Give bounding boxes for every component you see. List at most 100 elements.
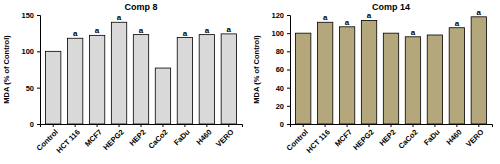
x-tick-mark [228,124,229,127]
y-tick-label: 100 [271,29,284,38]
y-tick-mark [287,70,290,71]
x-tick: VERO [464,124,486,149]
annotation: a [95,26,100,35]
x-tick-label: FaDu [422,127,442,147]
x-tick-label: HEPG2 [351,128,375,152]
plot: 050100150ControlHCT 116MCF7HEPG2HEP2CaCo… [21,11,242,155]
x-tick: MCF7 [333,124,354,148]
x-tick-label: H460 [195,128,214,147]
x-tick-mark [97,124,98,127]
bar [361,20,376,124]
y-tick: 100 [21,47,40,56]
annotation: a [183,29,188,38]
bar [405,37,420,124]
y-tick: 60 [276,65,290,74]
x-tick: H460 [445,124,464,147]
bar [177,38,192,124]
annotations: aaaaaa [323,8,482,37]
y-tick-label: 0 [280,120,284,129]
panel: 050100150ControlHCT 116MCF7HEPG2HEP2CaCo… [2,2,243,155]
y-tick-label: 80 [276,47,284,56]
x-tick-mark [369,124,370,127]
y-axis: 0 50 100 150 [21,11,40,129]
y-axis-title: MDA (% of Control) [252,35,261,104]
x-tick-mark [184,124,185,127]
bar [45,51,60,124]
bar [221,34,236,124]
y-tick-mark [37,51,40,52]
annotation: a [345,18,350,27]
y-tick-mark [287,124,290,125]
y-tick-mark [37,15,40,16]
y-tick-mark [37,88,40,89]
x-tick-mark [162,124,163,127]
y-axis-line [37,16,41,125]
x-tick: HEP2 [127,124,147,148]
y-tick: 0 [30,120,40,129]
y-axis: 0 20 40 60 80 100 120 [271,11,290,129]
bar [155,68,170,124]
y-tick: 100 [271,29,290,38]
bar [295,33,310,124]
x-tick: HEPG2 [101,124,125,152]
bar [427,35,442,124]
x-axis-line [41,125,243,128]
annotation: a [139,26,144,35]
x-tick-mark [434,124,435,127]
x-tick: H460 [195,124,214,147]
x-tick-mark [478,124,479,127]
y-tick: 20 [276,102,290,111]
x-tick-mark [325,124,326,127]
x-tick: CaCo2 [397,124,420,151]
annotation: a [323,13,328,22]
y-tick-label: 50 [26,84,34,93]
x-tick-mark [412,124,413,127]
x-tick-mark [303,124,304,127]
x-tick: HCT 116 [55,124,82,155]
x-tick-label: HEPG2 [101,128,125,152]
x-tick: HEPG2 [351,124,375,152]
x-tick-label: HEP2 [127,128,147,148]
x-axis: ControlHCT 116MCF7HEPG2HEP2CaCo2FaDuH460… [285,124,493,155]
bar [339,27,354,124]
x-tick-label: CaCo2 [147,128,170,151]
y-tick-label: 120 [271,11,284,20]
title: Comp 8 [124,2,157,12]
y-tick: 120 [271,11,290,20]
y-tick: 150 [21,11,40,20]
annotation: a [411,28,416,37]
bar [67,38,82,124]
x-tick: FaDu [422,124,442,147]
x-tick-mark [391,124,392,127]
annotation: a [117,13,122,22]
y-tick-mark [37,124,40,125]
annotation: a [227,25,232,34]
bars [295,17,486,124]
y-tick-label: 150 [21,11,34,20]
x-tick-label: CaCo2 [397,128,420,151]
plot: 0 20 40 60 80 100 120 ControlHCT 116MCF7HEPG2HE… [271,8,492,155]
y-tick: 50 [26,84,40,93]
y-tick-label: 40 [276,84,284,93]
y-tick-mark [287,106,290,107]
panel: 0 20 40 60 80 100 120 ControlHCT 116MCF7HEPG2HE… [252,2,493,155]
y-tick: 0 [280,120,290,129]
x-tick: HEP2 [377,124,397,148]
x-tick: VERO [214,124,236,149]
bar [111,22,126,124]
y-tick-label: 0 [30,120,34,129]
annotation: a [367,11,372,20]
bar [199,35,214,124]
x-tick-mark [206,124,207,127]
x-tick: HCT 116 [305,124,332,155]
x-tick-label: HEP2 [377,128,397,148]
y-axis-line [287,16,291,125]
x-tick-label: H460 [445,128,464,147]
x-tick: MCF7 [83,124,104,148]
bar [317,22,332,124]
bar [383,33,398,124]
figure: 0 50 100 150 ControlHCT 116MCF7HEPG2HEP2CaCo… [0,0,500,164]
y-tick-mark [287,51,290,52]
y-tick-label: 100 [21,47,34,56]
x-tick: CaCo2 [147,124,170,151]
